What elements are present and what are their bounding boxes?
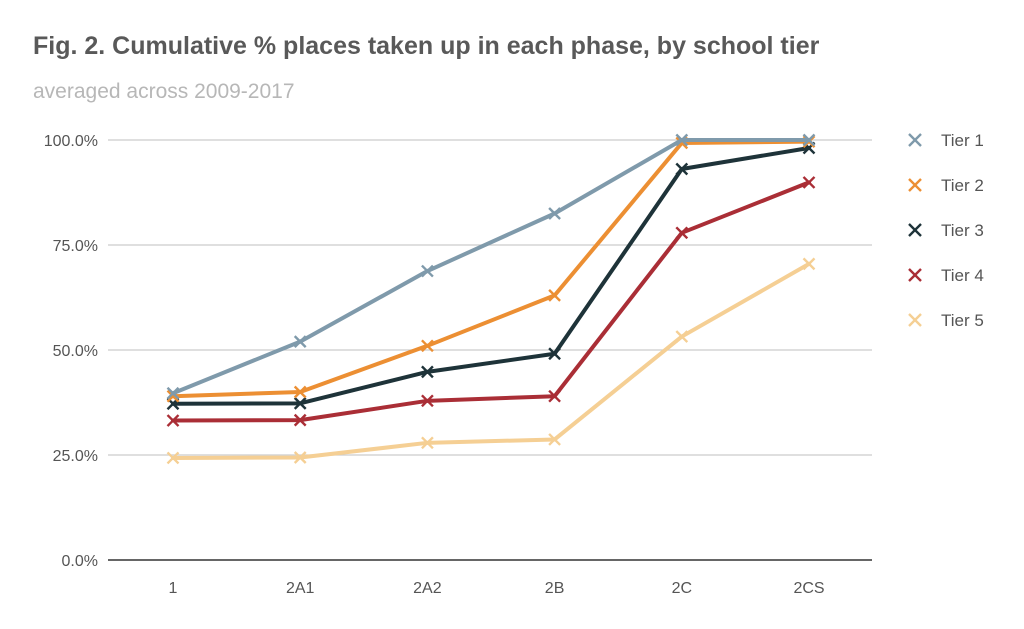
series-tier-5 bbox=[166, 257, 816, 465]
data-point-marker bbox=[548, 389, 561, 403]
legend-label: Tier 2 bbox=[941, 176, 984, 195]
data-point-marker bbox=[166, 414, 180, 427]
series-lines bbox=[166, 133, 816, 465]
x-tick-label: 2A1 bbox=[286, 580, 315, 597]
data-point-marker bbox=[293, 413, 307, 427]
y-tick-label: 75.0% bbox=[53, 238, 98, 255]
data-point-marker bbox=[548, 347, 561, 361]
gridlines bbox=[108, 139, 872, 561]
x-tick-label: 2CS bbox=[793, 580, 824, 597]
x-tick-label: 1 bbox=[169, 580, 178, 597]
legend-label: Tier 5 bbox=[941, 311, 984, 330]
data-point-marker bbox=[675, 226, 689, 240]
data-point-marker bbox=[802, 257, 816, 271]
data-point-marker bbox=[421, 264, 434, 278]
data-point-marker bbox=[166, 451, 180, 465]
data-point-marker bbox=[548, 207, 561, 220]
legend-marker-icon bbox=[908, 313, 922, 327]
legend-marker-icon bbox=[908, 178, 922, 192]
series-line bbox=[171, 139, 811, 399]
x-axis: 1 2A1 2A2 2B 2C 2CS bbox=[169, 580, 825, 597]
data-point-marker bbox=[802, 133, 816, 147]
data-point-marker bbox=[166, 386, 180, 400]
data-point-marker bbox=[802, 176, 816, 189]
legend-label: Tier 3 bbox=[941, 221, 984, 240]
x-tick-label: 2B bbox=[545, 580, 565, 597]
data-point-marker bbox=[548, 289, 561, 302]
y-tick-label: 50.0% bbox=[53, 343, 98, 360]
y-axis: 0.0% 25.0% 50.0% 75.0% 100.0% bbox=[44, 133, 98, 570]
y-tick-label: 25.0% bbox=[53, 448, 98, 465]
legend: Tier 1 Tier 2 Tier 3 Tier 4 Tier 5 bbox=[908, 131, 984, 330]
data-point-marker bbox=[293, 385, 307, 399]
legend-item: Tier 4 bbox=[908, 266, 984, 285]
series-line bbox=[171, 145, 811, 406]
y-tick-label: 100.0% bbox=[44, 133, 98, 150]
legend-item: Tier 2 bbox=[908, 176, 984, 195]
data-point-marker bbox=[421, 394, 434, 408]
chart-title: Fig. 2. Cumulative % places taken up in … bbox=[33, 32, 820, 60]
chart-subtitle: averaged across 2009-2017 bbox=[33, 80, 295, 103]
data-point-marker bbox=[675, 162, 689, 176]
data-point-marker bbox=[675, 133, 689, 147]
data-point-marker bbox=[675, 330, 689, 343]
series-tier-4 bbox=[166, 176, 816, 427]
data-point-marker bbox=[421, 365, 434, 379]
x-tick-label: 2A2 bbox=[413, 580, 442, 597]
series-line bbox=[171, 138, 811, 396]
series-tier-1 bbox=[166, 133, 816, 400]
data-point-marker bbox=[548, 433, 561, 446]
data-point-marker bbox=[421, 339, 434, 353]
data-point-marker bbox=[293, 335, 307, 348]
legend-marker-icon bbox=[908, 133, 922, 147]
series-tier-3 bbox=[166, 141, 816, 411]
legend-label: Tier 4 bbox=[941, 266, 984, 285]
series-line bbox=[171, 180, 811, 423]
data-point-marker bbox=[293, 396, 307, 410]
legend-item: Tier 1 bbox=[908, 131, 984, 150]
legend-marker-icon bbox=[908, 268, 922, 282]
legend-item: Tier 5 bbox=[908, 311, 984, 330]
legend-label: Tier 1 bbox=[941, 131, 984, 150]
legend-item: Tier 3 bbox=[908, 221, 984, 240]
y-tick-label: 0.0% bbox=[62, 553, 98, 570]
x-tick-label: 2C bbox=[672, 580, 692, 597]
data-point-marker bbox=[293, 451, 307, 464]
legend-marker-icon bbox=[908, 223, 922, 237]
data-point-marker bbox=[421, 436, 434, 450]
series-line bbox=[171, 261, 811, 460]
